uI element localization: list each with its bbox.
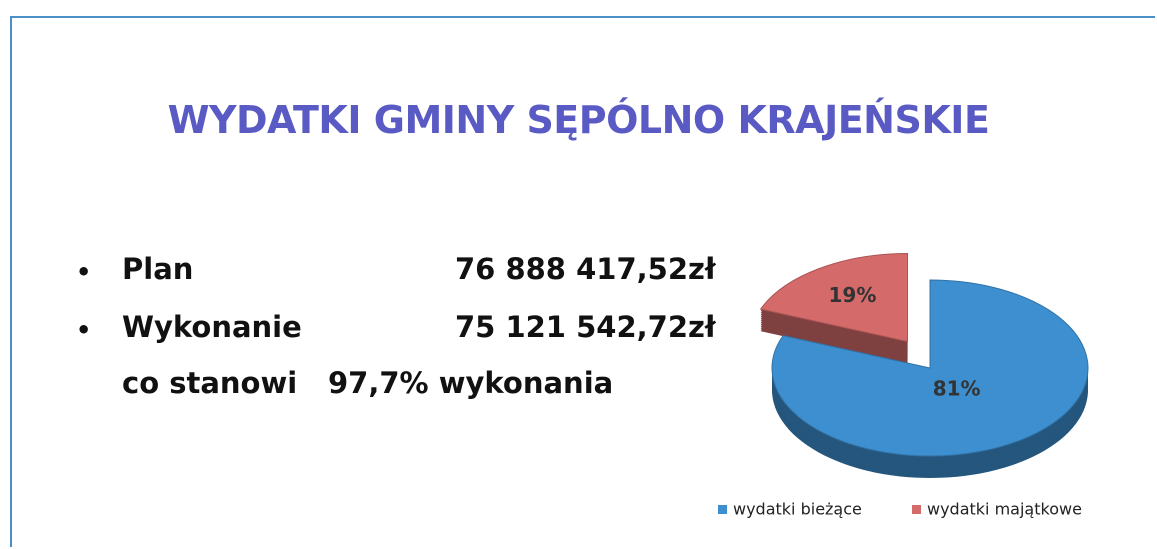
legend-label: wydatki bieżące xyxy=(733,500,862,519)
value-label: 19% xyxy=(829,283,877,307)
item-label: Plan xyxy=(122,252,194,286)
slide-frame xyxy=(10,16,1155,547)
item-label: Wykonanie xyxy=(122,310,302,344)
summary-text: 97,7% wykonania xyxy=(328,366,614,400)
pie-slice xyxy=(771,279,1089,457)
item-amount: 75 121 542,72zł xyxy=(455,310,716,344)
legend-swatch xyxy=(912,505,921,514)
item-amount: 76 888 417,52zł xyxy=(455,252,716,286)
pie-slice xyxy=(759,253,909,343)
slide-title: WYDATKI GMINY SĘPÓLNO KRAJEŃSKIE xyxy=(167,98,990,142)
bullet: • xyxy=(76,258,92,286)
legend-swatch xyxy=(718,505,727,514)
legend-label: wydatki majątkowe xyxy=(927,500,1082,519)
summary-label: co stanowi xyxy=(122,366,298,400)
value-label: 81% xyxy=(933,376,981,400)
bullet: • xyxy=(76,316,92,344)
